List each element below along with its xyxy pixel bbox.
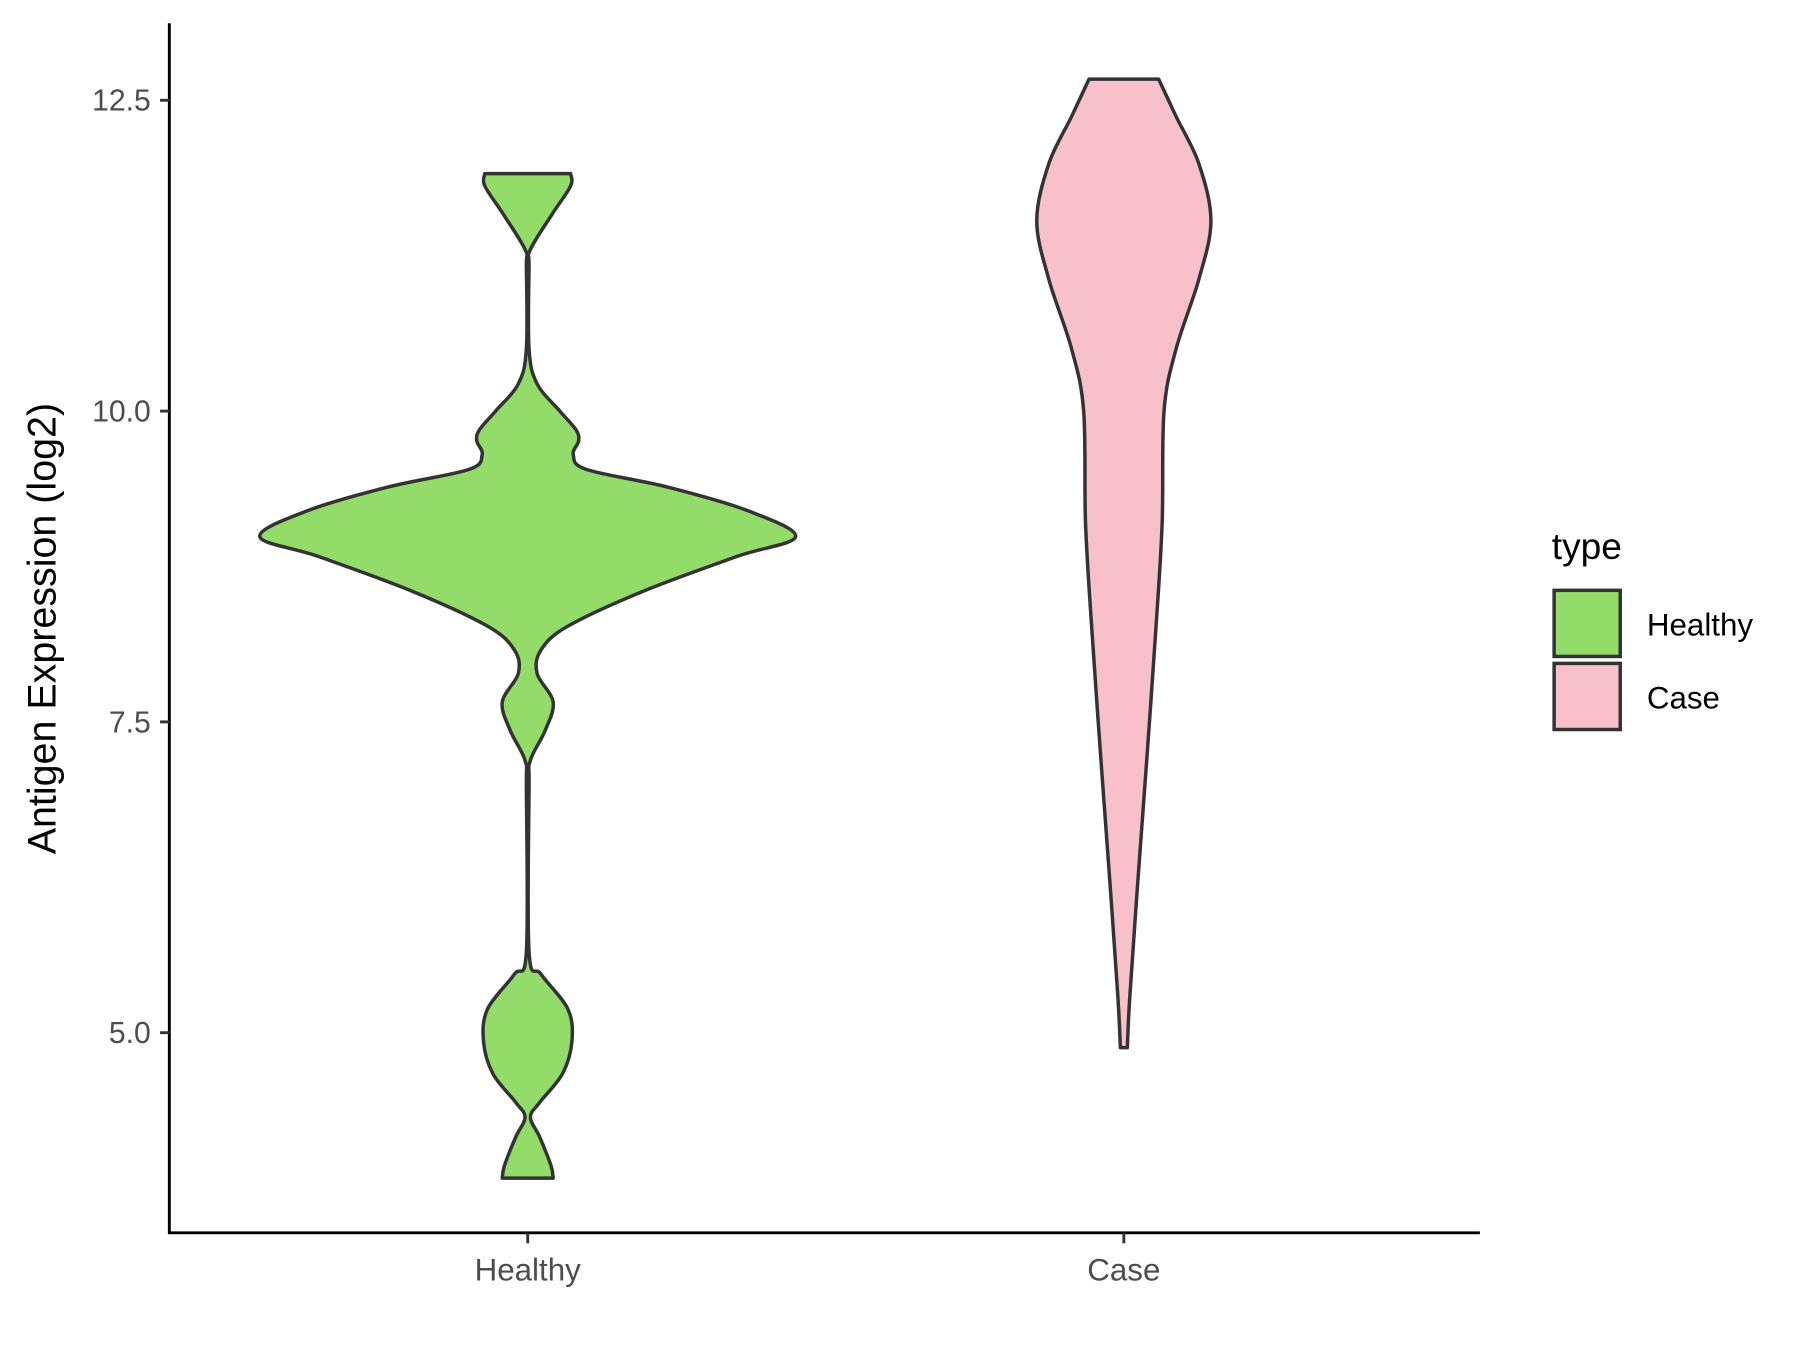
legend-key-healthy	[1552, 588, 1622, 659]
legend-label: Healthy	[1647, 608, 1753, 643]
violins	[258, 77, 1213, 1180]
x-ticks: Healthy Case	[475, 1232, 1160, 1287]
legend-key-case	[1552, 661, 1622, 732]
y-tick-label: 5.0	[109, 1017, 151, 1050]
legend-title: type	[1552, 525, 1622, 567]
y-ticks: 5.0 7.5 10.0 12.5	[92, 85, 170, 1050]
legend: Healthy Case	[1552, 588, 1753, 732]
violin-healthy	[258, 171, 798, 1180]
legend-label: Case	[1647, 681, 1720, 716]
y-axis-label: Antigen Expression (log2)	[21, 403, 65, 854]
y-tick-label: 10.0	[92, 396, 151, 429]
x-tick-label-healthy: Healthy	[475, 1252, 581, 1287]
y-tick-label: 7.5	[109, 706, 151, 739]
y-tick-label: 12.5	[92, 85, 151, 118]
violin-case	[1035, 77, 1213, 1050]
x-tick-label-case: Case	[1087, 1252, 1160, 1287]
